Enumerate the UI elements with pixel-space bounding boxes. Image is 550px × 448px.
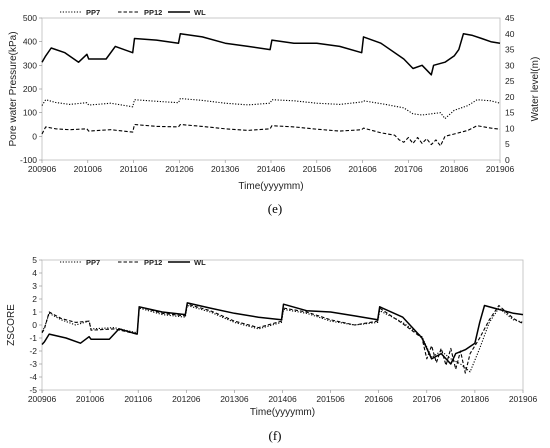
series-line-pp12 bbox=[41, 123, 501, 147]
legend-label-pp7: PP7 bbox=[86, 8, 100, 17]
y-tick-label: 5 bbox=[32, 255, 37, 265]
x-tick-label: 200906 bbox=[28, 164, 57, 174]
y-tick-label: -4 bbox=[29, 372, 37, 382]
y2-tick-label: 0 bbox=[505, 155, 510, 165]
x-tick-label: 201606 bbox=[365, 394, 394, 404]
y2-tick-label: 30 bbox=[505, 60, 515, 70]
x-tick-label: 201006 bbox=[76, 394, 105, 404]
legend-label-pp12: PP12 bbox=[144, 8, 162, 17]
plot-frame-0 bbox=[41, 17, 501, 161]
y-tick-label: 400 bbox=[23, 37, 37, 47]
x-tick-label: 201606 bbox=[348, 164, 377, 174]
y2-tick-label: 45 bbox=[505, 13, 515, 23]
x-tick-label: 201106 bbox=[124, 394, 152, 404]
y-tick-label: 200 bbox=[23, 84, 37, 94]
legend-label-pp7: PP7 bbox=[86, 258, 100, 267]
legend-label-pp12: PP12 bbox=[144, 258, 162, 267]
x-tick-label: 201406 bbox=[257, 164, 286, 174]
x-tick-label: 201506 bbox=[316, 394, 345, 404]
plot-frame-1 bbox=[41, 259, 524, 391]
x-tick-label: 201206 bbox=[172, 394, 201, 404]
y-axis-title: Pore water Pressure(kPa) bbox=[8, 31, 19, 146]
y-tick-label: 2 bbox=[32, 294, 37, 304]
y-tick-label: 1 bbox=[32, 307, 37, 317]
series-line-pp7 bbox=[41, 304, 524, 373]
y-tick-label: -100 bbox=[20, 155, 37, 165]
y-axis-title: ZSCORE bbox=[6, 304, 17, 346]
y-tick-label: 4 bbox=[32, 268, 37, 278]
x-tick-label: 201806 bbox=[440, 164, 469, 174]
y-tick-label: -5 bbox=[29, 385, 37, 395]
y2-tick-label: 5 bbox=[505, 139, 510, 149]
y-tick-label: 3 bbox=[32, 281, 37, 291]
y2-axis-title: Water level(m) bbox=[530, 57, 541, 122]
x-tick-label: 201506 bbox=[303, 164, 332, 174]
y2-tick-label: 10 bbox=[505, 123, 515, 133]
panel-label: (e) bbox=[268, 201, 282, 216]
x-tick-label: 201706 bbox=[413, 394, 442, 404]
x-tick-label: 201106 bbox=[120, 164, 148, 174]
y-tick-label: -1 bbox=[29, 333, 37, 343]
y2-tick-label: 25 bbox=[505, 76, 515, 86]
x-axis-title: Time(yyyymm) bbox=[238, 181, 303, 192]
x-axis-title: Time(yyyymm) bbox=[250, 407, 315, 418]
y-tick-label: 300 bbox=[23, 60, 37, 70]
series-line-pp7 bbox=[41, 97, 501, 120]
panel-label: (f) bbox=[269, 428, 282, 443]
x-tick-label: 201006 bbox=[74, 164, 103, 174]
y-tick-label: 0 bbox=[32, 131, 37, 141]
series-line-pp12 bbox=[41, 303, 524, 374]
x-tick-label: 201406 bbox=[268, 394, 297, 404]
y-tick-label: -3 bbox=[29, 359, 37, 369]
y2-tick-label: 15 bbox=[505, 108, 515, 118]
x-tick-label: 200906 bbox=[28, 394, 57, 404]
legend-label-wl: WL bbox=[194, 258, 206, 267]
x-tick-label: 201306 bbox=[211, 164, 240, 174]
y-tick-label: 100 bbox=[23, 108, 37, 118]
x-tick-label: 201206 bbox=[165, 164, 194, 174]
x-tick-label: 201906 bbox=[486, 164, 515, 174]
y2-tick-label: 35 bbox=[505, 45, 515, 55]
y-tick-label: 500 bbox=[23, 13, 37, 23]
series-line-wl bbox=[41, 302, 524, 365]
series-line-wl bbox=[41, 33, 501, 76]
x-tick-label: 201706 bbox=[394, 164, 423, 174]
y2-tick-label: 20 bbox=[505, 92, 515, 102]
y-tick-label: -2 bbox=[29, 346, 37, 356]
legend-label-wl: WL bbox=[194, 8, 206, 17]
x-tick-label: 201306 bbox=[220, 394, 249, 404]
y-tick-label: 0 bbox=[32, 320, 37, 330]
x-tick-label: 201906 bbox=[509, 394, 538, 404]
x-tick-label: 201806 bbox=[461, 394, 490, 404]
y2-tick-label: 40 bbox=[505, 29, 515, 39]
